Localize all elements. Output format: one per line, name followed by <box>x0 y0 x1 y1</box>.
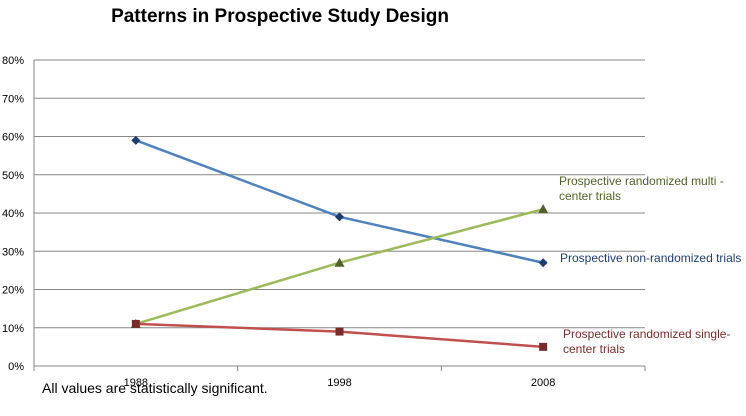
data-point-diamond <box>335 212 344 222</box>
data-point-diamond <box>538 258 548 268</box>
series-label: Prospective randomized multi - <box>559 174 724 188</box>
series-label: Prospective non-randomized trials <box>560 251 741 265</box>
data-point-square <box>335 327 344 336</box>
y-tick-label: 0% <box>8 361 24 373</box>
data-point-diamond <box>131 135 141 145</box>
y-tick-label: 60% <box>2 132 24 144</box>
data-point-triangle <box>334 257 345 267</box>
data-point-triangle <box>538 204 549 214</box>
y-tick-label: 20% <box>2 285 24 297</box>
chart-title: Patterns in Prospective Study Design <box>111 6 449 27</box>
series-line <box>135 139 544 264</box>
x-tick-label: 2008 <box>531 377 555 389</box>
y-tick-label: 10% <box>2 323 24 335</box>
y-tick-label: 80% <box>2 55 24 67</box>
chart-footnote: All values are statistically significant… <box>42 380 268 396</box>
y-tick-label: 70% <box>2 93 24 105</box>
data-point-square <box>539 342 548 351</box>
x-tick-label: 1988 <box>124 377 148 389</box>
y-tick-label: 50% <box>2 170 24 182</box>
y-tick-label: 30% <box>2 246 24 258</box>
series-label: Prospective randomized single- <box>563 327 730 341</box>
y-tick-label: 40% <box>2 208 24 220</box>
series-label: center trials <box>559 189 621 203</box>
x-tick-label: 1998 <box>327 377 351 389</box>
series-label: center trials <box>563 342 625 356</box>
data-point-square <box>131 319 140 328</box>
